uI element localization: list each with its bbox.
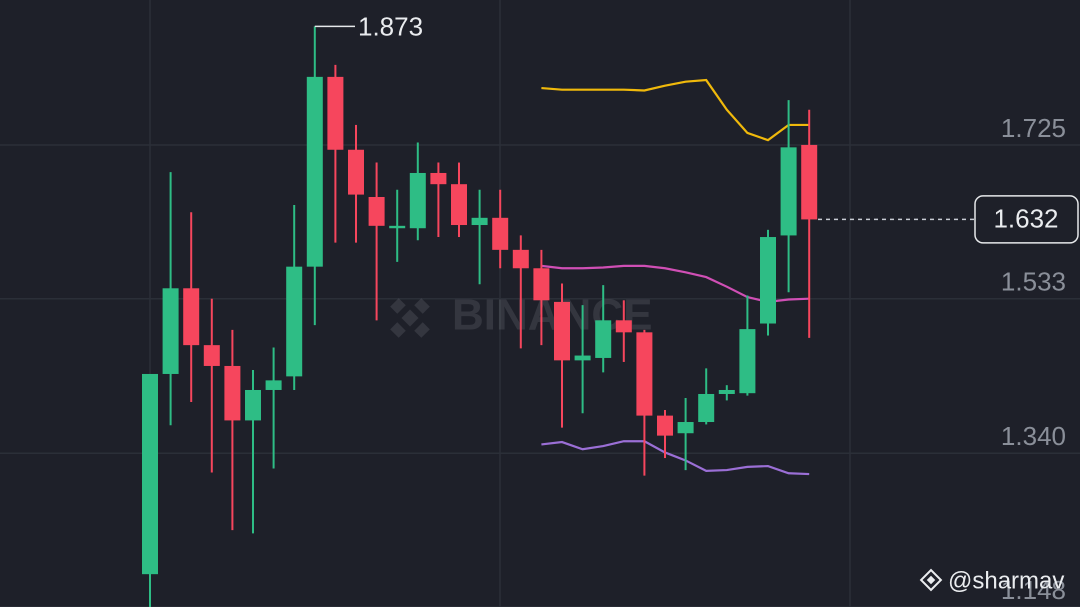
band-line [541, 78, 810, 142]
candle-body [554, 301, 570, 361]
marks [142, 26, 818, 607]
candle-body [780, 147, 797, 236]
candle-body [265, 380, 282, 390]
candle-body [595, 320, 612, 358]
candle-body [492, 217, 509, 250]
candle-body [224, 365, 241, 421]
candle-body [368, 196, 385, 226]
candle-body [286, 266, 303, 377]
candle-body [636, 332, 653, 416]
candle-body [657, 415, 673, 436]
last-price-label: 1.632 [993, 203, 1058, 233]
candle-body [718, 389, 735, 394]
candle-body [471, 217, 488, 226]
y-tick-label: 1.533 [1001, 267, 1066, 297]
candle-body [533, 268, 550, 301]
candle-body [183, 288, 200, 346]
candle-body [162, 288, 179, 374]
candle-body [512, 249, 529, 269]
candle-body [348, 149, 364, 195]
credit-icon [919, 568, 943, 592]
y-tick-label: 1.148 [1001, 575, 1066, 605]
y-tick-label: 1.340 [1001, 421, 1066, 451]
candle-body [389, 225, 406, 229]
candle-body [801, 144, 818, 220]
candle-body [739, 329, 756, 394]
candle-body [430, 172, 447, 185]
candle-body [203, 345, 220, 366]
candle-body [677, 422, 694, 434]
candle-body [327, 76, 344, 150]
candle-body [760, 237, 776, 324]
candle-body [306, 76, 323, 267]
band-line [541, 440, 810, 476]
candle-body [615, 320, 632, 333]
candle-body [245, 389, 261, 421]
candle-body [451, 184, 467, 226]
last-price-box [974, 195, 1079, 244]
candle-body [409, 172, 426, 229]
y-tick-label: 1.725 [1001, 113, 1066, 143]
candle-body [574, 355, 591, 361]
max-label: 1.873 [358, 11, 423, 41]
candle-body [698, 393, 715, 423]
candle-body [142, 373, 158, 575]
credit: @sharmav [948, 567, 1064, 594]
